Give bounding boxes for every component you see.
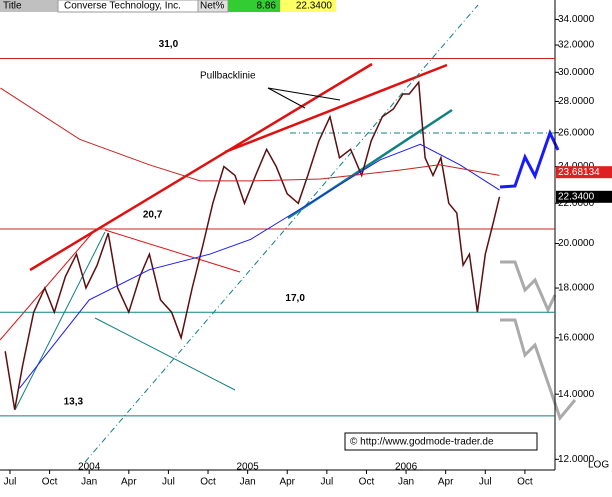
x-tick-label: Jul — [479, 477, 492, 488]
y-tick-label: 26.0000 — [558, 127, 595, 138]
x-tick-label: Apr — [121, 477, 137, 488]
x-tick-label: Oct — [42, 477, 58, 488]
x-tick-label: Jul — [4, 477, 17, 488]
last-price: 22.3400 — [296, 1, 333, 12]
y-tick-label: 22.0000 — [558, 198, 595, 209]
year-label: 2005 — [237, 462, 260, 473]
x-tick-label: Oct — [359, 477, 375, 488]
copyright: © http://www.godmode-trader.de — [350, 437, 494, 448]
projection — [500, 260, 557, 314]
value-box-label: 22.3400 — [558, 191, 595, 202]
y-tick-label: 30.0000 — [558, 67, 595, 78]
trend-line — [104, 229, 241, 273]
y-tick-label: 12.0000 — [558, 454, 595, 465]
projection — [500, 318, 577, 422]
net-value: 8.86 — [257, 1, 277, 12]
series-line — [19, 143, 500, 389]
copyright-box — [344, 432, 538, 451]
trend-line — [0, 229, 96, 341]
y-tick-label: 28.0000 — [558, 96, 595, 107]
security-name: Converse Technology, Inc. — [64, 1, 181, 12]
y-tick-label: 16.0000 — [558, 332, 595, 343]
x-tick-label: Jan — [81, 477, 97, 488]
year-label: 2006 — [395, 462, 418, 473]
annotation: Pullbacklinie — [200, 71, 256, 82]
y-tick-label: 20.0000 — [558, 238, 595, 249]
last-price-box — [280, 0, 336, 12]
net-label: Net% — [200, 1, 225, 12]
projection — [499, 129, 560, 189]
value-box — [556, 190, 612, 203]
title-tab: Title — [3, 1, 22, 12]
trend-line — [224, 63, 448, 154]
trend-line — [29, 62, 373, 272]
x-tick-label: Apr — [279, 477, 295, 488]
trend-line — [14, 231, 106, 411]
x-tick-label: Jan — [398, 477, 414, 488]
x-tick-label: Oct — [517, 477, 533, 488]
x-tick-label: Jan — [240, 477, 256, 488]
level-label: 17,0 — [285, 293, 305, 304]
series-line — [4, 80, 501, 410]
y-tick-label: 32.0000 — [558, 40, 595, 51]
x-tick-label: Oct — [200, 477, 216, 488]
net-value-box — [228, 0, 280, 12]
x-tick-label: Jul — [320, 477, 333, 488]
x-tick-label: Apr — [438, 477, 454, 488]
axis-scale-label: LOG — [588, 460, 609, 471]
value-box — [556, 166, 612, 179]
trend-line — [94, 317, 236, 391]
trend-line — [84, 4, 479, 463]
y-tick-label: 18.0000 — [558, 283, 595, 294]
pointer — [267, 87, 341, 101]
value-box-label: 23.68134 — [558, 167, 600, 178]
title-tab-box — [0, 0, 58, 12]
x-tick-label: Jul — [162, 477, 175, 488]
level-label: 13,3 — [64, 397, 84, 408]
y-tick-label: 14.0000 — [558, 389, 595, 400]
y-tick-label: 34.0000 — [558, 14, 595, 25]
level-label: 31,0 — [159, 39, 179, 50]
level-label: 20,7 — [143, 210, 163, 221]
year-label: 2004 — [78, 462, 101, 473]
pointer — [267, 87, 306, 109]
series-line — [0, 87, 500, 182]
